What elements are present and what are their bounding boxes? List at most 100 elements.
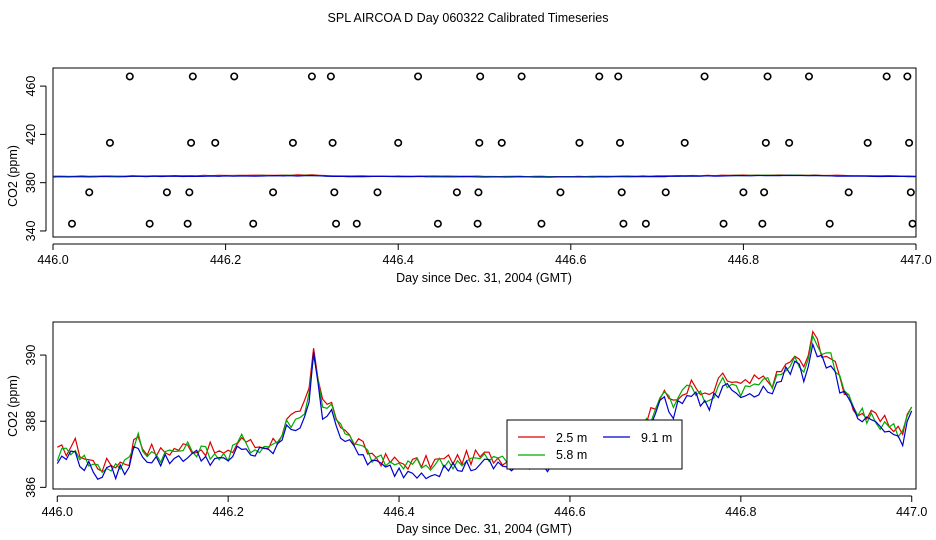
data-point xyxy=(882,72,891,81)
data-point xyxy=(185,188,194,197)
data-point xyxy=(67,219,76,228)
legend-label-9.1m: 9.1 m xyxy=(641,431,672,445)
data-point xyxy=(105,138,114,147)
y-tick-label: 390 xyxy=(24,345,38,366)
bottom-x-axis: 446.0 446.2 446.4 446.6 446.8 447.0 xyxy=(42,495,927,519)
bottom-y-axis: 386 388 390 xyxy=(24,345,47,498)
y-tick-label: 340 xyxy=(24,220,38,241)
bottom-y-axis-label: CO2 (ppm) xyxy=(6,375,20,437)
bottom-series-lines xyxy=(56,329,913,481)
y-tick-label: 460 xyxy=(24,76,38,97)
x-tick-label: 446.6 xyxy=(554,505,585,519)
data-point xyxy=(719,219,728,228)
data-point xyxy=(473,219,482,228)
top-plot-frame xyxy=(52,67,917,238)
top-x-axis: 446.0 446.2 446.4 446.6 446.8 447.0 xyxy=(37,243,932,267)
data-point xyxy=(211,138,220,147)
data-point xyxy=(352,219,361,228)
x-tick-label: 446.0 xyxy=(37,253,68,267)
top-y-axis-label: CO2 (ppm) xyxy=(6,145,20,207)
data-point xyxy=(373,188,382,197)
y-tick-label: 380 xyxy=(24,172,38,193)
series-line-5.8m xyxy=(56,334,913,474)
figure-title: SPL AIRCOA D Day 060322 Calibrated Times… xyxy=(328,11,609,25)
x-tick-label: 446.8 xyxy=(728,253,759,267)
data-point xyxy=(517,72,526,81)
data-point xyxy=(125,72,134,81)
data-point xyxy=(661,188,670,197)
data-point xyxy=(230,72,239,81)
data-point xyxy=(575,138,584,147)
data-point xyxy=(804,72,813,81)
top-scatter-points xyxy=(67,72,917,228)
data-point xyxy=(394,138,403,147)
series-line-2.5m xyxy=(57,329,913,473)
data-point xyxy=(145,219,154,228)
x-tick-label: 446.2 xyxy=(213,505,244,519)
x-tick-label: 446.8 xyxy=(725,505,756,519)
data-point xyxy=(700,72,709,81)
data-point xyxy=(307,72,316,81)
bottom-plot-frame xyxy=(52,321,917,490)
legend: 2.5 m 5.8 m 9.1 m xyxy=(506,419,683,470)
x-tick-label: 446.6 xyxy=(555,253,586,267)
top-series-lines xyxy=(52,174,917,178)
top-y-axis: 340 380 420 460 xyxy=(24,76,47,241)
data-point xyxy=(863,138,872,147)
data-point xyxy=(414,72,423,81)
data-point xyxy=(905,138,914,147)
top-x-axis-label: Day since Dec. 31, 2004 (GMT) xyxy=(396,271,572,285)
legend-label-5.8m: 5.8 m xyxy=(556,448,587,462)
legend-box xyxy=(506,419,683,470)
data-point xyxy=(641,219,650,228)
data-point xyxy=(249,219,258,228)
data-point xyxy=(475,138,484,147)
data-point xyxy=(615,138,624,147)
data-point xyxy=(476,72,485,81)
data-point xyxy=(288,138,297,147)
x-tick-label: 446.4 xyxy=(383,505,414,519)
data-point xyxy=(326,72,335,81)
data-point xyxy=(785,138,794,147)
data-point xyxy=(908,219,917,228)
data-point xyxy=(680,138,689,147)
top-panel: 446.0 446.2 446.4 446.6 446.8 447.0 340 380 420… xyxy=(6,67,932,285)
data-point xyxy=(825,219,834,228)
data-point xyxy=(903,72,912,81)
data-point xyxy=(614,72,623,81)
bottom-x-axis-label: Day since Dec. 31, 2004 (GMT) xyxy=(396,522,572,536)
series-line-2 xyxy=(52,174,917,178)
x-tick-label: 446.0 xyxy=(42,505,73,519)
x-tick-label: 446.2 xyxy=(210,253,241,267)
data-point xyxy=(188,72,197,81)
x-tick-label: 447.0 xyxy=(896,505,927,519)
data-point xyxy=(763,72,772,81)
data-point xyxy=(556,188,565,197)
data-point xyxy=(269,188,278,197)
data-point xyxy=(433,219,442,228)
data-point xyxy=(497,138,506,147)
data-point xyxy=(162,188,171,197)
data-point xyxy=(844,188,853,197)
data-point xyxy=(617,188,626,197)
data-point xyxy=(619,219,628,228)
data-point xyxy=(758,219,767,228)
data-point xyxy=(183,219,192,228)
data-point xyxy=(537,219,546,228)
data-point xyxy=(474,188,483,197)
data-point xyxy=(330,188,339,197)
y-tick-label: 420 xyxy=(24,124,38,145)
data-point xyxy=(85,188,94,197)
data-point xyxy=(595,72,604,81)
bottom-panel: 446.0 446.2 446.4 446.6 446.8 447.0 386 388 390… xyxy=(6,321,927,536)
data-point xyxy=(761,138,770,147)
data-point xyxy=(906,188,915,197)
data-point xyxy=(328,138,337,147)
data-point xyxy=(760,188,769,197)
x-tick-label: 447.0 xyxy=(900,253,931,267)
y-tick-label: 388 xyxy=(24,411,38,432)
y-tick-label: 386 xyxy=(24,477,38,498)
legend-label-2.5m: 2.5 m xyxy=(556,431,587,445)
series-line-9.1m xyxy=(56,342,913,481)
